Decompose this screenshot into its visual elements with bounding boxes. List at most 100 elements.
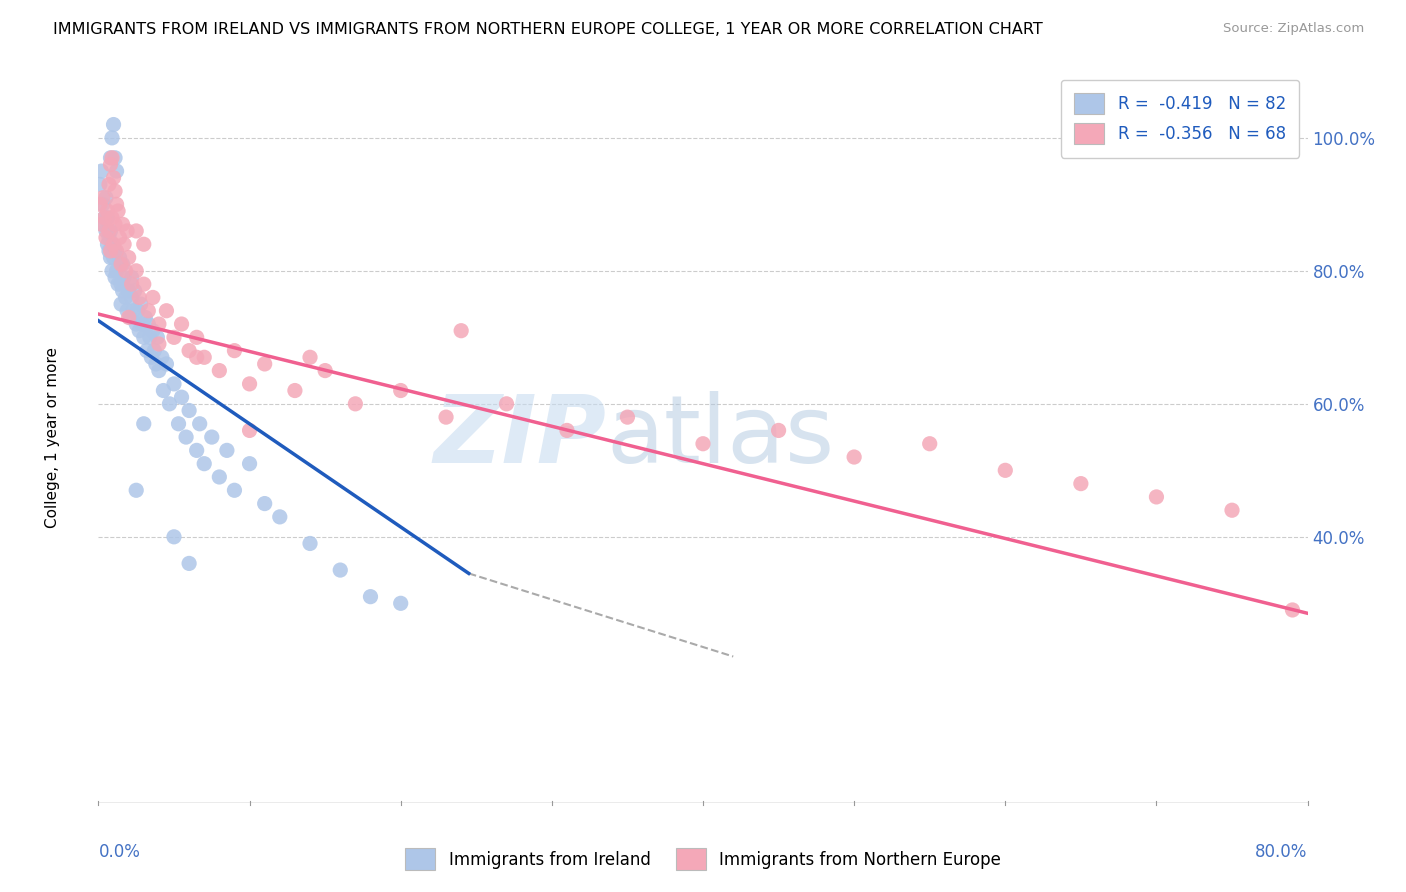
Point [89,197,111,211]
Point [186,330,208,344]
Point [155,303,177,318]
Point [101,211,124,225]
Point [284,384,307,398]
Text: atlas: atlas [606,391,835,483]
Point [269,509,291,524]
Point [844,450,866,464]
Point [94,224,117,238]
Point [555,424,578,438]
Point [360,590,382,604]
Point [152,384,174,398]
Point [692,436,714,450]
Point [170,390,193,404]
Point [103,118,125,132]
Point [132,330,155,344]
Point [159,397,181,411]
Point [127,303,149,318]
Point [105,164,128,178]
Point [104,217,127,231]
Point [299,536,322,550]
Point [118,310,141,325]
Point [103,170,125,185]
Point [129,297,152,311]
Point [103,251,125,265]
Point [132,417,155,431]
Point [174,430,197,444]
Point [239,457,262,471]
Point [134,310,156,325]
Point [111,217,134,231]
Point [495,397,517,411]
Point [918,436,941,450]
Point [125,483,148,498]
Point [314,363,336,377]
Point [163,376,186,391]
Point [98,178,121,192]
Point [94,230,117,244]
Point [329,563,352,577]
Point [208,470,231,484]
Point [105,244,128,258]
Point [389,384,412,398]
Point [103,237,125,252]
Point [122,303,145,318]
Point [148,317,170,331]
Point [299,351,322,365]
Point [179,343,201,358]
Point [170,317,193,331]
Point [344,397,367,411]
Point [163,530,186,544]
Point [1220,503,1243,517]
Point [105,264,128,278]
Point [104,244,127,258]
Point [224,343,246,358]
Point [1070,476,1092,491]
Point [148,337,170,351]
Point [100,244,122,258]
Point [89,178,111,192]
Point [125,317,148,331]
Point [155,357,177,371]
Point [201,430,224,444]
Point [96,237,118,252]
Point [108,230,131,244]
Point [111,284,134,298]
Point [125,224,148,238]
Point [104,184,127,198]
Point [186,443,208,458]
Point [110,297,132,311]
Point [215,443,238,458]
Point [179,403,201,417]
Point [994,463,1017,477]
Point [96,211,118,225]
Point [139,330,162,344]
Point [239,424,262,438]
Point [143,343,166,358]
Point [101,151,124,165]
Point [100,157,122,171]
Point [188,417,211,431]
Point [208,363,231,377]
Point [121,270,143,285]
Point [132,277,155,292]
Point [112,237,135,252]
Point [93,211,115,225]
Point [100,224,122,238]
Point [163,330,186,344]
Point [142,290,165,304]
Point [136,317,159,331]
Point [1144,490,1167,504]
Point [131,317,153,331]
Text: Source: ZipAtlas.com: Source: ZipAtlas.com [1223,22,1364,36]
Point [104,151,127,165]
Point [253,497,276,511]
Point [389,596,412,610]
Point [193,351,215,365]
Point [253,357,276,371]
Point [142,324,165,338]
Point [193,457,215,471]
Point [110,257,132,271]
Point [93,211,115,225]
Point [101,264,124,278]
Point [145,357,167,371]
